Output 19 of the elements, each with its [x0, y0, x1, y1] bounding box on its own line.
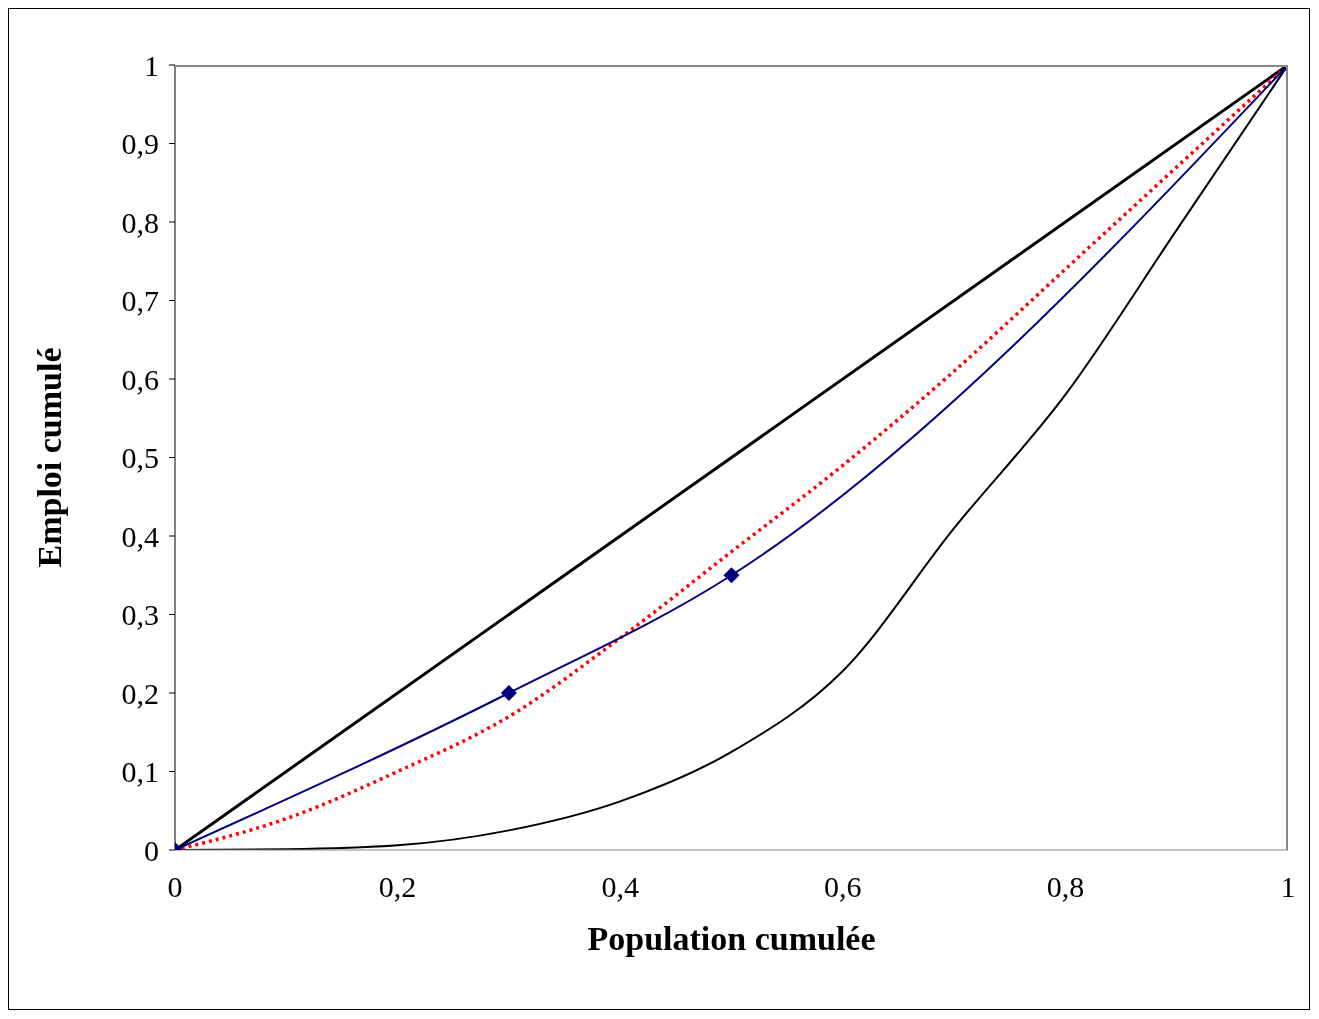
x-tick-label: 0,8: [1046, 870, 1085, 904]
y-tick-label: 0,6: [121, 362, 159, 396]
y-tick-label: 0,9: [121, 127, 159, 161]
x-tick-label: 0,2: [378, 870, 417, 904]
x-tick-label: 0,4: [601, 870, 639, 904]
y-tick-label: 0,2: [121, 676, 159, 710]
y-tick-label: 0: [144, 833, 159, 867]
y-tick-label: 0,3: [121, 598, 159, 632]
y-tick-label: 1: [144, 48, 159, 82]
x-axis-title: Population cumulée: [587, 920, 876, 957]
x-tick-label: 1: [1280, 870, 1296, 904]
x-tick-label: 0,6: [824, 870, 862, 904]
y-tick-label: 0,4: [121, 519, 159, 553]
y-tick-label: 0,7: [121, 284, 159, 318]
y-tick-label: 0,5: [121, 441, 159, 475]
y-tick-label: 0,8: [121, 205, 159, 239]
x-tick-label: 0: [167, 870, 183, 904]
y-tick-label: 0,1: [121, 755, 159, 789]
y-axis-title: Emploi cumulé: [31, 347, 69, 568]
